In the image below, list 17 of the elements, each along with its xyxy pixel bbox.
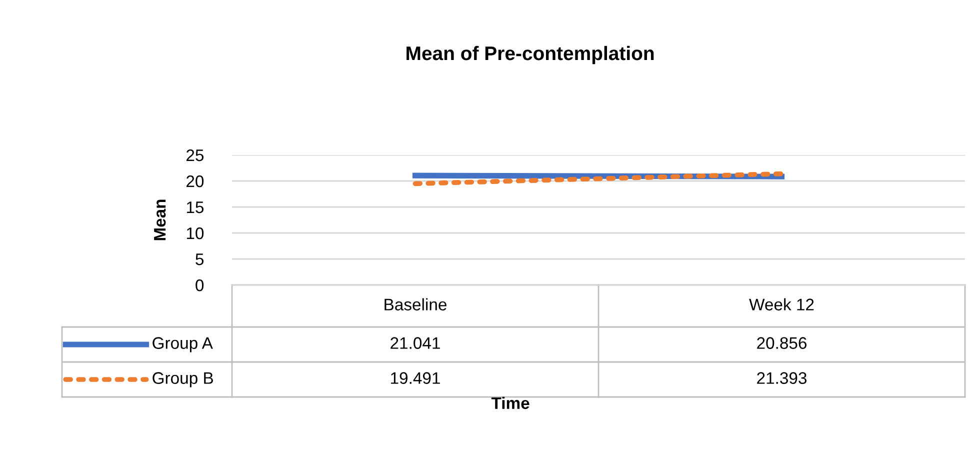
y-tick-label: 5 xyxy=(196,254,204,266)
legend-label: Group B xyxy=(152,372,213,388)
x-tick-label: Week 12 xyxy=(749,298,814,310)
y-tick-label: 15 xyxy=(186,202,204,214)
chart-title: Mean of Pre-contemplation xyxy=(406,46,654,64)
y-tick-label: 10 xyxy=(186,227,204,240)
y-tick-label: 25 xyxy=(186,149,204,162)
data-label: 20.856 xyxy=(757,337,807,349)
text: Time xyxy=(491,396,530,410)
data-label: 19.491 xyxy=(391,372,440,384)
y-tick-label: 20 xyxy=(186,175,204,188)
data-label: 21.041 xyxy=(390,337,440,349)
x-tick-label: Baseline xyxy=(384,298,446,310)
y-axis-title: Mean xyxy=(154,200,166,240)
legend-label: Group A xyxy=(152,337,213,352)
y-tick-label: 0 xyxy=(196,279,204,292)
data-label: 21.393 xyxy=(757,372,807,384)
